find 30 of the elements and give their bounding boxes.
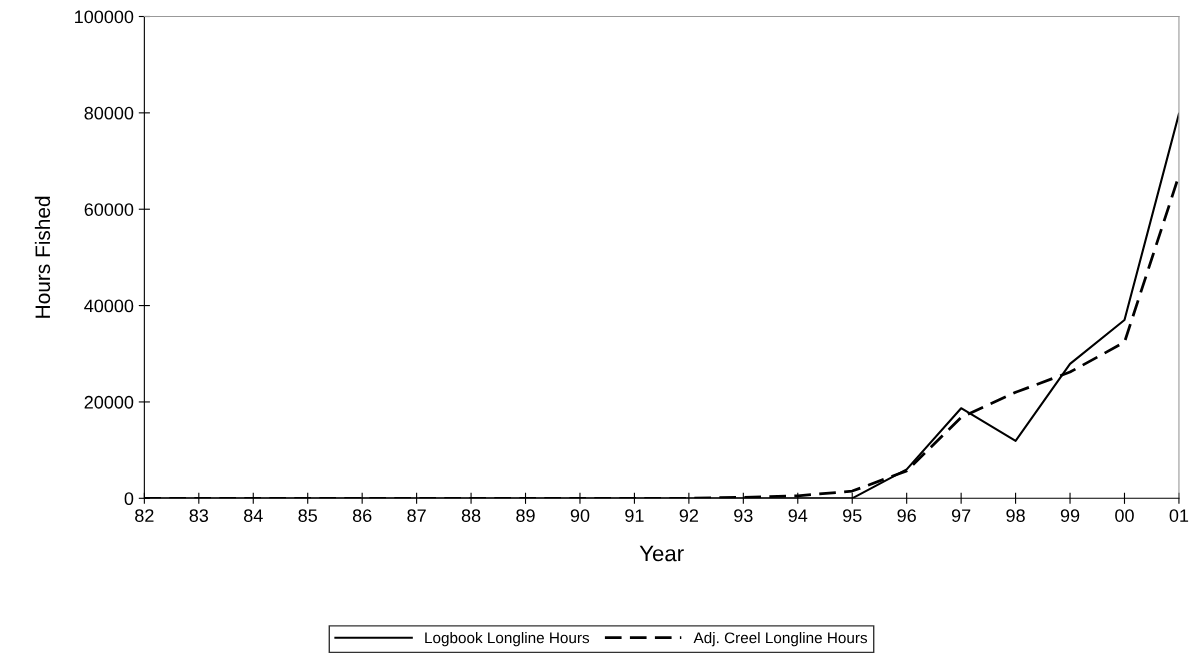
x-tick-label: 86 bbox=[352, 509, 372, 522]
y-tick-label: 60000 bbox=[84, 203, 134, 216]
y-tick-label: 100000 bbox=[75, 10, 134, 24]
x-axis-title: Year bbox=[639, 545, 684, 562]
x-tick-label: 01 bbox=[1169, 509, 1189, 522]
x-tick-label: 88 bbox=[461, 509, 481, 522]
x-tick-label: 99 bbox=[1060, 509, 1080, 522]
x-tick-label: 82 bbox=[135, 509, 154, 522]
legend-label: Logbook Longline Hours bbox=[425, 632, 590, 647]
x-tick-label: 00 bbox=[1115, 509, 1134, 522]
x-tick-label: 97 bbox=[951, 509, 971, 522]
x-tick-label: 85 bbox=[298, 509, 317, 522]
y-tick-label: 40000 bbox=[84, 299, 134, 313]
x-tick-label: 95 bbox=[843, 509, 862, 522]
y-tick-label: 20000 bbox=[84, 395, 134, 409]
legend-label: Adj. Creel Longline Hours bbox=[693, 632, 868, 647]
y-tick-label: 80000 bbox=[84, 106, 134, 120]
y-tick-label: 0 bbox=[124, 492, 134, 506]
x-tick-label: 92 bbox=[679, 509, 699, 522]
x-tick-label: 94 bbox=[788, 509, 808, 522]
x-tick-label: 98 bbox=[1006, 509, 1025, 522]
x-tick-label: 90 bbox=[570, 509, 590, 522]
x-tick-label: 87 bbox=[407, 509, 426, 522]
y-axis-title: Hours Fished bbox=[34, 196, 51, 318]
x-tick-label: 93 bbox=[734, 509, 753, 522]
x-tick-label: 96 bbox=[897, 509, 916, 522]
x-tick-label: 84 bbox=[244, 509, 263, 522]
x-tick-label: 91 bbox=[625, 509, 644, 522]
x-tick-label: 89 bbox=[516, 509, 535, 522]
x-tick-label: 83 bbox=[189, 509, 209, 522]
